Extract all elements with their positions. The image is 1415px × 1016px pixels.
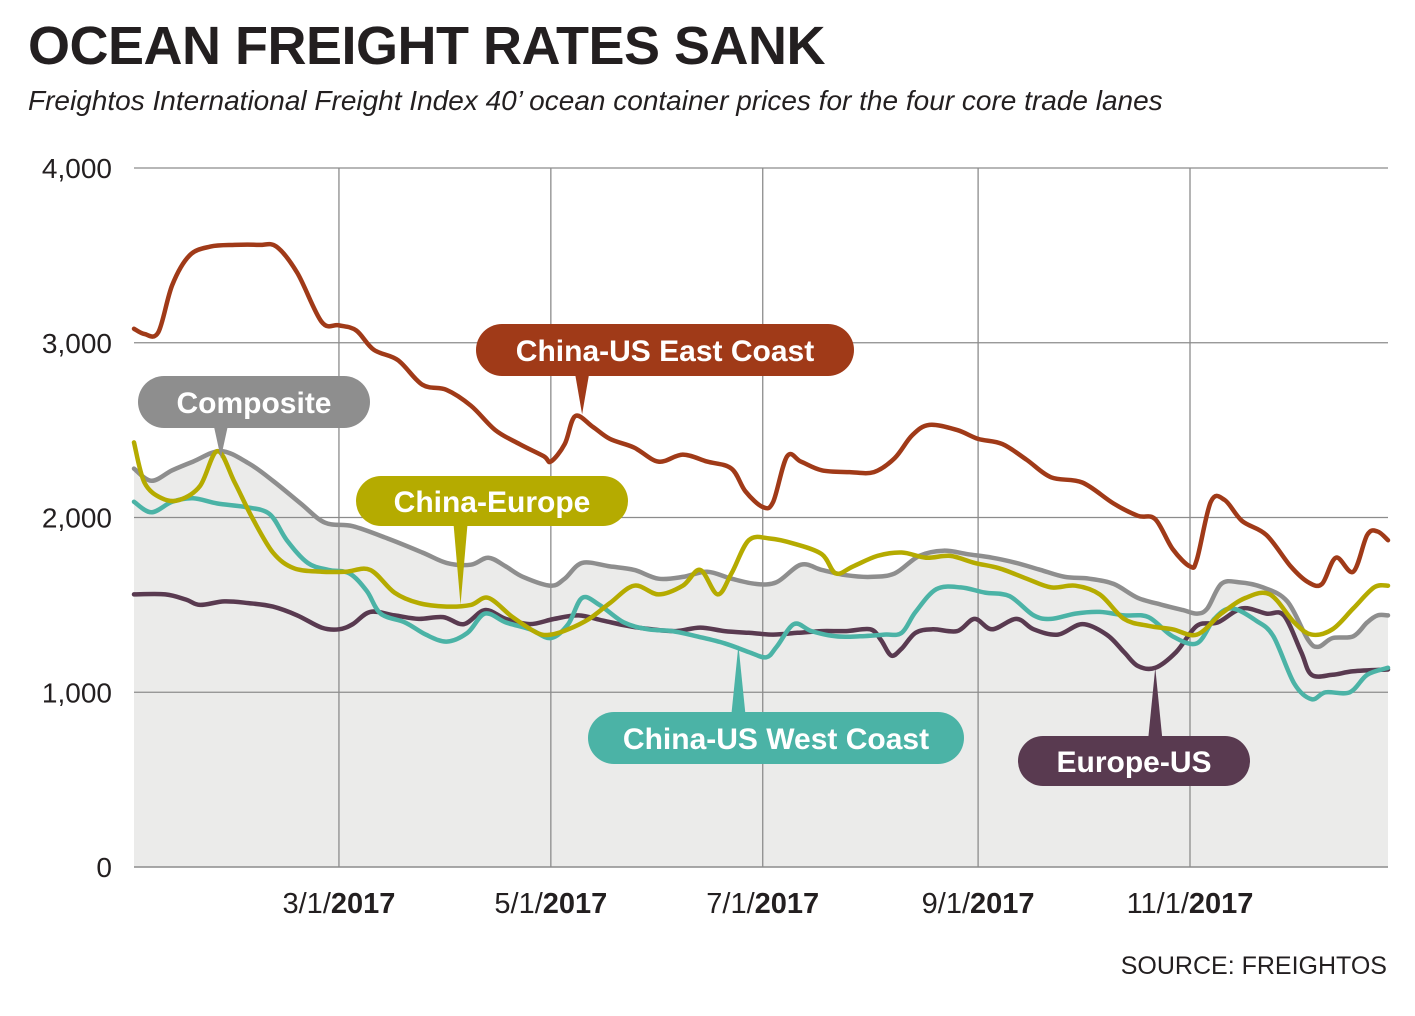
source-credit: SOURCE: FREIGHTOS: [1120, 952, 1387, 980]
y-tick-label: 2,000: [42, 503, 112, 534]
x-tick-label: 3/1/2017: [283, 888, 396, 920]
chart-subtitle: Freightos International Freight Index 40…: [28, 85, 1163, 116]
series-labels: China-US East Coast Composite China-Europe…: [138, 324, 1250, 786]
series-label-europe-us: Europe-US: [1018, 667, 1250, 786]
series-line-china-europe: [131, 440, 1391, 638]
y-tick-label: 0: [96, 852, 112, 883]
svg-text:China-US West Coast: China-US West Coast: [623, 723, 929, 756]
chart-title: OCEAN FREIGHT RATES SANK: [28, 16, 826, 76]
x-tick-label: 9/1/2017: [922, 888, 1035, 920]
y-tick-label: 3,000: [42, 328, 112, 359]
x-axis-ticks: 3/1/2017 5/1/2017 7/1/2017 9/1/2017 11/1/201…: [283, 888, 1254, 920]
svg-text:China-Europe: China-Europe: [394, 486, 591, 519]
svg-text:Europe-US: Europe-US: [1056, 746, 1211, 779]
composite-area: [134, 451, 1388, 867]
series-label-composite: Composite: [138, 376, 370, 459]
series-line-china-us-east-coast: [131, 241, 1391, 589]
svg-text:China-US East Coast: China-US East Coast: [516, 335, 814, 368]
series-label-china-europe: China-Europe: [356, 476, 628, 605]
x-tick-label: 5/1/2017: [494, 888, 607, 920]
y-tick-label: 1,000: [42, 677, 112, 708]
series-label-china-us-west-coast: China-US West Coast: [588, 645, 964, 764]
y-axis-ticks: 0 1,000 2,000 3,000 4,000: [42, 153, 112, 883]
x-tick-label: 7/1/2017: [706, 888, 819, 920]
series-lines: [131, 241, 1391, 702]
series-line-composite: [131, 448, 1391, 650]
svg-text:Composite: Composite: [176, 387, 331, 420]
x-tick-label: 11/1/2017: [1127, 888, 1254, 920]
series-label-china-us-east-coast: China-US East Coast: [476, 324, 854, 415]
y-tick-label: 4,000: [42, 153, 112, 184]
